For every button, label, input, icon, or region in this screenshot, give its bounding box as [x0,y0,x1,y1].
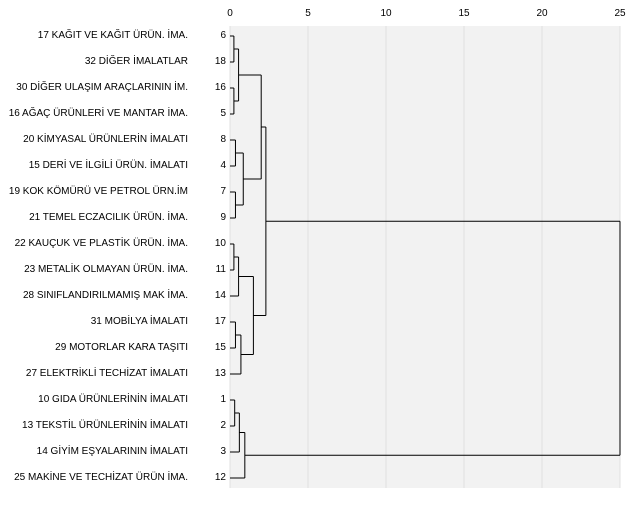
leaf-number: 8 [196,134,226,145]
row-label: 20 KİMYASAL ÜRÜNLERİN İMALATI [0,134,188,145]
leaf-number: 15 [196,342,226,353]
row-label: 22 KAUÇUK VE PLASTİK ÜRÜN. İMA. [0,238,188,249]
leaf-number: 6 [196,30,226,41]
dendrogram-svg [0,0,630,510]
axis-tick-label: 0 [227,8,233,19]
leaf-number: 4 [196,160,226,171]
row-label: 13 TEKSTİL ÜRÜNLERİNİN İMALATI [0,420,188,431]
row-label: 25 MAKİNE VE TECHİZAT ÜRÜN İMA. [0,472,188,483]
row-label: 31 MOBİLYA İMALATI [0,316,188,327]
row-label: 15 DERİ VE İLGİLİ ÜRÜN. İMALATI [0,160,188,171]
row-label: 30 DİĞER ULAŞIM ARAÇLARININ İM. [0,82,188,93]
axis-tick-label: 10 [380,8,391,19]
row-label: 23 METALİK OLMAYAN ÜRÜN. İMA. [0,264,188,275]
leaf-number: 14 [196,290,226,301]
leaf-number: 10 [196,238,226,249]
row-label: 16 AĞAÇ ÜRÜNLERİ VE MANTAR İMA. [0,108,188,119]
leaf-number: 3 [196,446,226,457]
leaf-number: 17 [196,316,226,327]
leaf-number: 18 [196,56,226,67]
axis-tick-label: 20 [536,8,547,19]
row-label: 10 GIDA ÜRÜNLERİNİN İMALATI [0,394,188,405]
plot-background [230,26,620,488]
leaf-number: 2 [196,420,226,431]
leaf-number: 5 [196,108,226,119]
leaf-number: 7 [196,186,226,197]
dendrogram-chart: 051015202517 KAĞIT VE KAĞIT ÜRÜN. İMA.63… [0,0,630,510]
axis-tick-label: 5 [305,8,311,19]
row-label: 19 KOK KÖMÜRÜ VE PETROL ÜRN.İM [0,186,188,197]
leaf-number: 11 [196,264,226,275]
row-label: 21 TEMEL ECZACILIK ÜRÜN. İMA. [0,212,188,223]
leaf-number: 16 [196,82,226,93]
row-label: 27 ELEKTRİKLİ TECHİZAT İMALATI [0,368,188,379]
row-label: 17 KAĞIT VE KAĞIT ÜRÜN. İMA. [0,30,188,41]
axis-tick-label: 15 [458,8,469,19]
leaf-number: 9 [196,212,226,223]
row-label: 14 GİYİM EŞYALARININ İMALATI [0,446,188,457]
row-label: 32 DİĞER İMALATLAR [0,56,188,67]
leaf-number: 12 [196,472,226,483]
row-label: 29 MOTORLAR KARA TAŞITI [0,342,188,353]
axis-tick-label: 25 [614,8,625,19]
row-label: 28 SINIFLANDIRILMAMIŞ MAK İMA. [0,290,188,301]
leaf-number: 1 [196,394,226,405]
leaf-number: 13 [196,368,226,379]
